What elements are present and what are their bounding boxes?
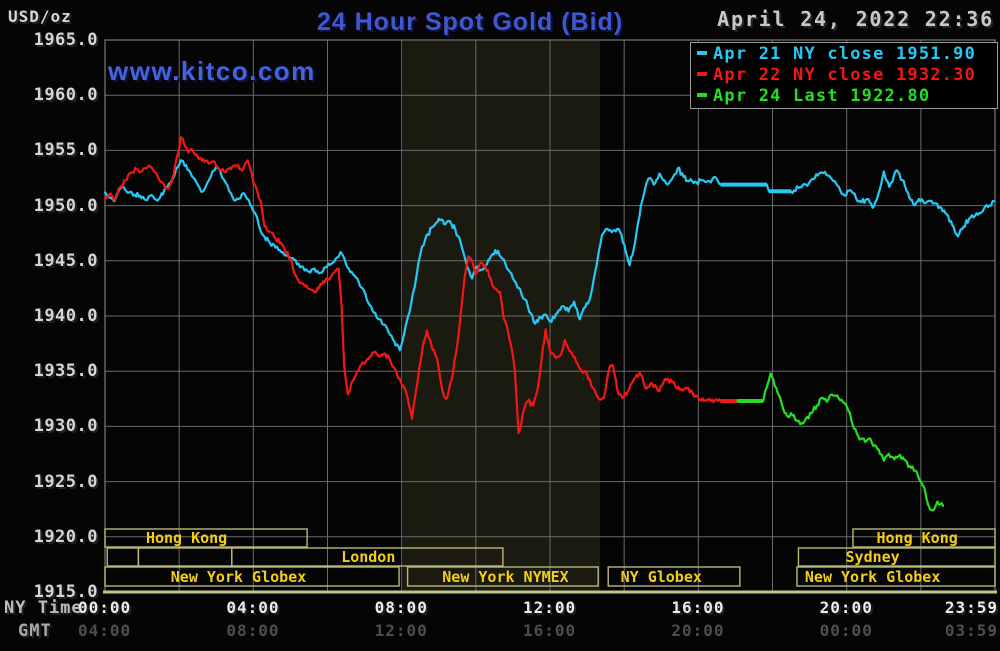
x-axis-tick-label-gmt: 08:00: [226, 621, 280, 640]
y-axis-tick-label: 1930.0: [33, 416, 98, 437]
x-axis-tick-label-gmt: 12:00: [374, 621, 428, 640]
session-box-sydney: [797, 547, 996, 567]
y-axis-unit-label: USD/oz: [8, 7, 72, 26]
x-axis-tick-label-gmt: 20:00: [671, 621, 725, 640]
y-axis-tick-label: 1945.0: [33, 250, 98, 271]
series-line-apr-22-fri-: [103, 136, 739, 435]
page-title: 24 Hour Spot Gold (Bid): [316, 8, 624, 36]
legend: Apr 21 NY close 1951.90 Apr 22 NY close …: [690, 42, 998, 109]
x-axis-tick-label-ny: 12:00: [523, 598, 577, 617]
session-box-hong-kong: [852, 528, 996, 548]
session-label: London: [341, 548, 395, 566]
session-label: Sydney: [846, 548, 900, 566]
y-axis-tick-label: 1960.0: [33, 85, 98, 106]
series-line-apr-21-thu-: [103, 159, 996, 352]
y-axis-tick-label: 1920.0: [33, 526, 98, 547]
session-box-new-york-globex: [796, 566, 996, 587]
session-label: New York Globex: [171, 568, 306, 586]
chart-datetime: April 24, 2022 22:36: [717, 7, 994, 31]
session-box-hong-kong: [104, 528, 308, 548]
legend-row-apr22: Apr 22 NY close 1932.30: [697, 65, 997, 86]
session-label: New York NYMEX: [442, 568, 568, 586]
x-axis-ny-time-label: NY Time: [4, 598, 83, 618]
x-axis-tick-label-gmt: 16:00: [523, 621, 577, 640]
legend-row-apr24: Apr 24 Last 1922.80: [697, 86, 997, 107]
x-axis-tick-label-ny: 08:00: [374, 598, 428, 617]
session-label: New York Globex: [805, 568, 940, 586]
legend-row-apr21: Apr 21 NY close 1951.90: [697, 44, 997, 65]
y-axis-tick-label: 1935.0: [33, 361, 98, 382]
y-axis-tick-label: 1915.0: [33, 582, 98, 602]
session-box-london: [231, 547, 504, 567]
apr24-series-swatch-icon: [697, 92, 707, 97]
x-axis-tick-label-ny: 23:59: [944, 598, 998, 617]
x-axis-tick-label-gmt: 00:00: [819, 621, 873, 640]
y-axis-tick-label: 1925.0: [33, 471, 98, 492]
y-axis-tick-label: 1950.0: [33, 195, 98, 216]
session-label: NY Globex: [621, 568, 702, 586]
x-axis-gmt-label: GMT: [18, 621, 52, 641]
session-box-unlabeled: [106, 547, 140, 567]
legend-label-apr22: Apr 22 NY close 1932.30: [713, 65, 977, 85]
session-box-ny-globex: [607, 566, 741, 587]
session-box-new-york-nymex: [406, 566, 599, 587]
y-axis-tick-label: 1940.0: [33, 306, 98, 326]
session-label: Hong Kong: [876, 529, 957, 547]
session-box-new-york-globex: [104, 566, 400, 587]
kitco-watermark: www.kitco.com: [108, 56, 316, 86]
session-box-unlabeled: [137, 547, 233, 567]
x-axis-tick-label-ny: 20:00: [819, 598, 873, 617]
series-line-apr-24-sun-: [736, 372, 945, 512]
x-axis-tick-label-ny: 16:00: [671, 598, 725, 617]
x-axis-tick-label-gmt: 04:00: [78, 621, 132, 640]
x-axis-tick-label-ny: 04:00: [226, 598, 280, 617]
x-axis-tick-label-gmt: 03:59: [944, 621, 998, 640]
y-axis-tick-label: 1965.0: [33, 30, 98, 50]
legend-label-apr24: Apr 24 Last 1922.80: [713, 86, 931, 106]
x-axis-tick-label-ny: 00:00: [78, 598, 132, 617]
apr21-series-swatch-icon: [697, 50, 707, 55]
apr22-series-swatch-icon: [697, 71, 707, 76]
session-label: Hong Kong: [146, 529, 227, 547]
legend-label-apr21: Apr 21 NY close 1951.90: [713, 44, 977, 64]
y-axis-tick-label: 1955.0: [33, 140, 98, 161]
